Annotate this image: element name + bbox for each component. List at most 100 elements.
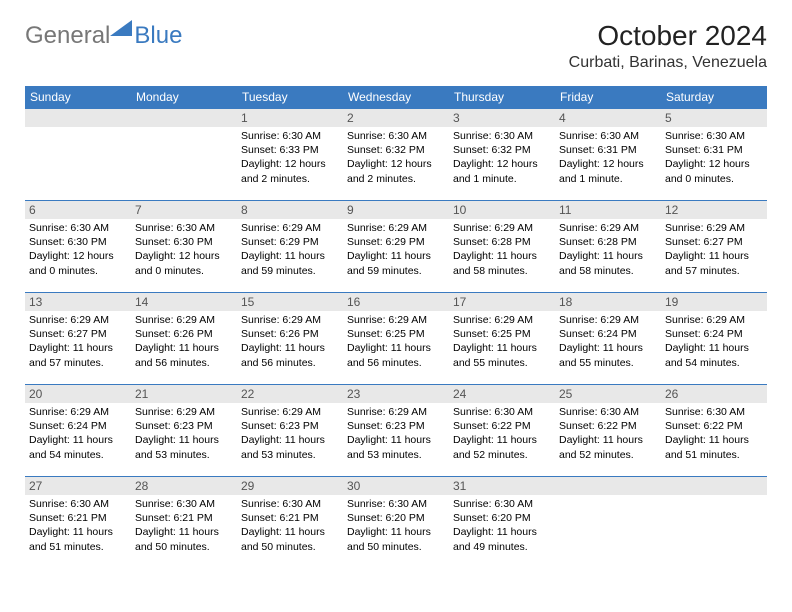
day-number: 31 bbox=[449, 477, 555, 495]
sunset-text: Sunset: 6:24 PM bbox=[559, 327, 657, 341]
day-number: 26 bbox=[661, 385, 767, 403]
calendar-week-row: 6Sunrise: 6:30 AMSunset: 6:30 PMDaylight… bbox=[25, 201, 767, 293]
sunset-text: Sunset: 6:26 PM bbox=[241, 327, 339, 341]
weekday-header: Friday bbox=[555, 86, 661, 109]
sunrise-text: Sunrise: 6:29 AM bbox=[29, 405, 127, 419]
month-title: October 2024 bbox=[569, 20, 767, 52]
sunset-text: Sunset: 6:28 PM bbox=[453, 235, 551, 249]
daylight-text: Daylight: 11 hours and 59 minutes. bbox=[241, 249, 339, 277]
calendar-day-cell: 5Sunrise: 6:30 AMSunset: 6:31 PMDaylight… bbox=[661, 109, 767, 201]
sunset-text: Sunset: 6:27 PM bbox=[665, 235, 763, 249]
calendar-day-cell bbox=[555, 477, 661, 569]
day-number: 9 bbox=[343, 201, 449, 219]
daylight-text: Daylight: 11 hours and 51 minutes. bbox=[665, 433, 763, 461]
daylight-text: Daylight: 11 hours and 58 minutes. bbox=[559, 249, 657, 277]
day-number: 17 bbox=[449, 293, 555, 311]
daylight-text: Daylight: 11 hours and 56 minutes. bbox=[347, 341, 445, 369]
daylight-text: Daylight: 12 hours and 0 minutes. bbox=[135, 249, 233, 277]
calendar-day-cell: 26Sunrise: 6:30 AMSunset: 6:22 PMDayligh… bbox=[661, 385, 767, 477]
weekday-header: Monday bbox=[131, 86, 237, 109]
calendar-day-cell: 23Sunrise: 6:29 AMSunset: 6:23 PMDayligh… bbox=[343, 385, 449, 477]
day-details: Sunrise: 6:30 AMSunset: 6:21 PMDaylight:… bbox=[135, 497, 233, 554]
daylight-text: Daylight: 11 hours and 55 minutes. bbox=[453, 341, 551, 369]
sunrise-text: Sunrise: 6:29 AM bbox=[347, 405, 445, 419]
calendar-day-cell: 25Sunrise: 6:30 AMSunset: 6:22 PMDayligh… bbox=[555, 385, 661, 477]
day-details: Sunrise: 6:29 AMSunset: 6:24 PMDaylight:… bbox=[29, 405, 127, 462]
daylight-text: Daylight: 11 hours and 50 minutes. bbox=[241, 525, 339, 553]
daylight-text: Daylight: 12 hours and 1 minute. bbox=[559, 157, 657, 185]
calendar-table: Sunday Monday Tuesday Wednesday Thursday… bbox=[25, 86, 767, 569]
day-details: Sunrise: 6:30 AMSunset: 6:20 PMDaylight:… bbox=[453, 497, 551, 554]
day-details: Sunrise: 6:30 AMSunset: 6:21 PMDaylight:… bbox=[241, 497, 339, 554]
calendar-day-cell: 30Sunrise: 6:30 AMSunset: 6:20 PMDayligh… bbox=[343, 477, 449, 569]
logo-triangle-icon bbox=[110, 20, 132, 41]
calendar-day-cell: 29Sunrise: 6:30 AMSunset: 6:21 PMDayligh… bbox=[237, 477, 343, 569]
daylight-text: Daylight: 11 hours and 52 minutes. bbox=[559, 433, 657, 461]
day-details: Sunrise: 6:29 AMSunset: 6:27 PMDaylight:… bbox=[665, 221, 763, 278]
daylight-text: Daylight: 11 hours and 53 minutes. bbox=[135, 433, 233, 461]
sunset-text: Sunset: 6:29 PM bbox=[347, 235, 445, 249]
day-number: 14 bbox=[131, 293, 237, 311]
daylight-text: Daylight: 11 hours and 54 minutes. bbox=[665, 341, 763, 369]
calendar-day-cell: 18Sunrise: 6:29 AMSunset: 6:24 PMDayligh… bbox=[555, 293, 661, 385]
daylight-text: Daylight: 11 hours and 53 minutes. bbox=[347, 433, 445, 461]
day-details: Sunrise: 6:29 AMSunset: 6:24 PMDaylight:… bbox=[665, 313, 763, 370]
calendar-day-cell: 28Sunrise: 6:30 AMSunset: 6:21 PMDayligh… bbox=[131, 477, 237, 569]
day-number: 6 bbox=[25, 201, 131, 219]
sunset-text: Sunset: 6:22 PM bbox=[665, 419, 763, 433]
location: Curbati, Barinas, Venezuela bbox=[569, 54, 767, 72]
day-details: Sunrise: 6:29 AMSunset: 6:23 PMDaylight:… bbox=[135, 405, 233, 462]
weekday-header: Thursday bbox=[449, 86, 555, 109]
day-number: 22 bbox=[237, 385, 343, 403]
day-details: Sunrise: 6:30 AMSunset: 6:20 PMDaylight:… bbox=[347, 497, 445, 554]
sunrise-text: Sunrise: 6:30 AM bbox=[453, 405, 551, 419]
day-number-bar bbox=[661, 477, 767, 495]
sunrise-text: Sunrise: 6:29 AM bbox=[29, 313, 127, 327]
sunrise-text: Sunrise: 6:29 AM bbox=[241, 405, 339, 419]
sunrise-text: Sunrise: 6:29 AM bbox=[453, 221, 551, 235]
sunrise-text: Sunrise: 6:29 AM bbox=[135, 405, 233, 419]
daylight-text: Daylight: 12 hours and 0 minutes. bbox=[29, 249, 127, 277]
day-details: Sunrise: 6:29 AMSunset: 6:28 PMDaylight:… bbox=[559, 221, 657, 278]
daylight-text: Daylight: 11 hours and 59 minutes. bbox=[347, 249, 445, 277]
day-details: Sunrise: 6:30 AMSunset: 6:21 PMDaylight:… bbox=[29, 497, 127, 554]
day-number: 24 bbox=[449, 385, 555, 403]
sunrise-text: Sunrise: 6:30 AM bbox=[347, 497, 445, 511]
day-details: Sunrise: 6:30 AMSunset: 6:31 PMDaylight:… bbox=[665, 129, 763, 186]
calendar-day-cell bbox=[661, 477, 767, 569]
sunrise-text: Sunrise: 6:29 AM bbox=[347, 221, 445, 235]
daylight-text: Daylight: 11 hours and 50 minutes. bbox=[347, 525, 445, 553]
day-number: 11 bbox=[555, 201, 661, 219]
sunset-text: Sunset: 6:21 PM bbox=[135, 511, 233, 525]
sunrise-text: Sunrise: 6:30 AM bbox=[665, 129, 763, 143]
sunset-text: Sunset: 6:25 PM bbox=[453, 327, 551, 341]
calendar-day-cell: 27Sunrise: 6:30 AMSunset: 6:21 PMDayligh… bbox=[25, 477, 131, 569]
day-number: 16 bbox=[343, 293, 449, 311]
calendar-day-cell: 8Sunrise: 6:29 AMSunset: 6:29 PMDaylight… bbox=[237, 201, 343, 293]
calendar-day-cell: 15Sunrise: 6:29 AMSunset: 6:26 PMDayligh… bbox=[237, 293, 343, 385]
calendar-day-cell: 21 Sunrise: 6:29 AMSunset: 6:23 PMDayligh… bbox=[131, 385, 237, 477]
calendar-day-cell: 13Sunrise: 6:29 AMSunset: 6:27 PMDayligh… bbox=[25, 293, 131, 385]
sunrise-text: Sunrise: 6:29 AM bbox=[135, 313, 233, 327]
calendar-day-cell: 17Sunrise: 6:29 AMSunset: 6:25 PMDayligh… bbox=[449, 293, 555, 385]
calendar-day-cell: 24Sunrise: 6:30 AMSunset: 6:22 PMDayligh… bbox=[449, 385, 555, 477]
sunrise-text: Sunrise: 6:30 AM bbox=[347, 129, 445, 143]
sunrise-text: Sunrise: 6:29 AM bbox=[665, 221, 763, 235]
day-number: 23 bbox=[343, 385, 449, 403]
sunrise-text: Sunrise: 6:30 AM bbox=[241, 129, 339, 143]
day-number: 21 bbox=[131, 385, 237, 403]
day-number: 1 bbox=[237, 109, 343, 127]
sunrise-text: Sunrise: 6:30 AM bbox=[241, 497, 339, 511]
day-details: Sunrise: 6:29 AMSunset: 6:23 PMDaylight:… bbox=[241, 405, 339, 462]
calendar-week-row: 1 Sunrise: 6:30 AMSunset: 6:33 PMDaylight… bbox=[25, 109, 767, 201]
sunrise-text: Sunrise: 6:30 AM bbox=[453, 497, 551, 511]
sunset-text: Sunset: 6:32 PM bbox=[453, 143, 551, 157]
sunset-text: Sunset: 6:24 PM bbox=[665, 327, 763, 341]
day-details: Sunrise: 6:30 AMSunset: 6:33 PMDaylight:… bbox=[241, 129, 339, 186]
sunset-text: Sunset: 6:25 PM bbox=[347, 327, 445, 341]
weekday-header: Tuesday bbox=[237, 86, 343, 109]
calendar-day-cell: 9 Sunrise: 6:29 AMSunset: 6:29 PMDaylight… bbox=[343, 201, 449, 293]
sunrise-text: Sunrise: 6:30 AM bbox=[135, 221, 233, 235]
day-details: Sunrise: 6:29 AMSunset: 6:26 PMDaylight:… bbox=[135, 313, 233, 370]
sunset-text: Sunset: 6:20 PM bbox=[453, 511, 551, 525]
